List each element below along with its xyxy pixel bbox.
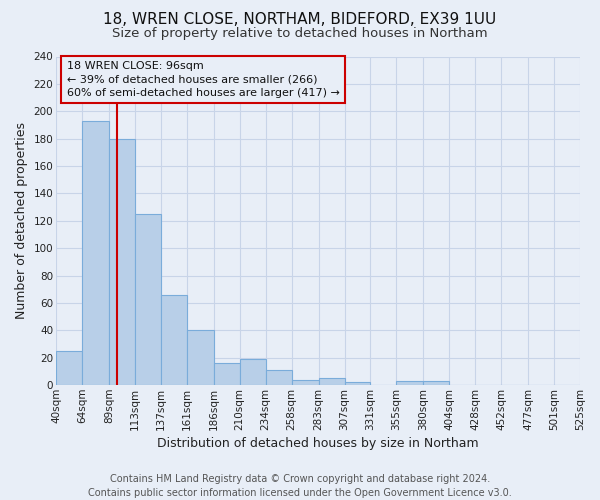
Bar xyxy=(135,214,161,385)
Text: 18, WREN CLOSE, NORTHAM, BIDEFORD, EX39 1UU: 18, WREN CLOSE, NORTHAM, BIDEFORD, EX39 … xyxy=(103,12,497,28)
Bar xyxy=(56,351,82,385)
Bar xyxy=(187,330,214,385)
Bar xyxy=(214,363,240,385)
Bar xyxy=(424,381,449,385)
Bar xyxy=(82,121,109,385)
Bar xyxy=(266,370,292,385)
Bar xyxy=(292,380,319,385)
Bar xyxy=(344,382,370,385)
Bar xyxy=(109,138,135,385)
Text: 18 WREN CLOSE: 96sqm
← 39% of detached houses are smaller (266)
60% of semi-deta: 18 WREN CLOSE: 96sqm ← 39% of detached h… xyxy=(67,62,340,98)
X-axis label: Distribution of detached houses by size in Northam: Distribution of detached houses by size … xyxy=(157,437,479,450)
Bar xyxy=(240,359,266,385)
Text: Contains HM Land Registry data © Crown copyright and database right 2024.
Contai: Contains HM Land Registry data © Crown c… xyxy=(88,474,512,498)
Bar xyxy=(397,381,424,385)
Y-axis label: Number of detached properties: Number of detached properties xyxy=(15,122,28,320)
Text: Size of property relative to detached houses in Northam: Size of property relative to detached ho… xyxy=(112,28,488,40)
Bar xyxy=(319,378,344,385)
Bar xyxy=(161,295,187,385)
